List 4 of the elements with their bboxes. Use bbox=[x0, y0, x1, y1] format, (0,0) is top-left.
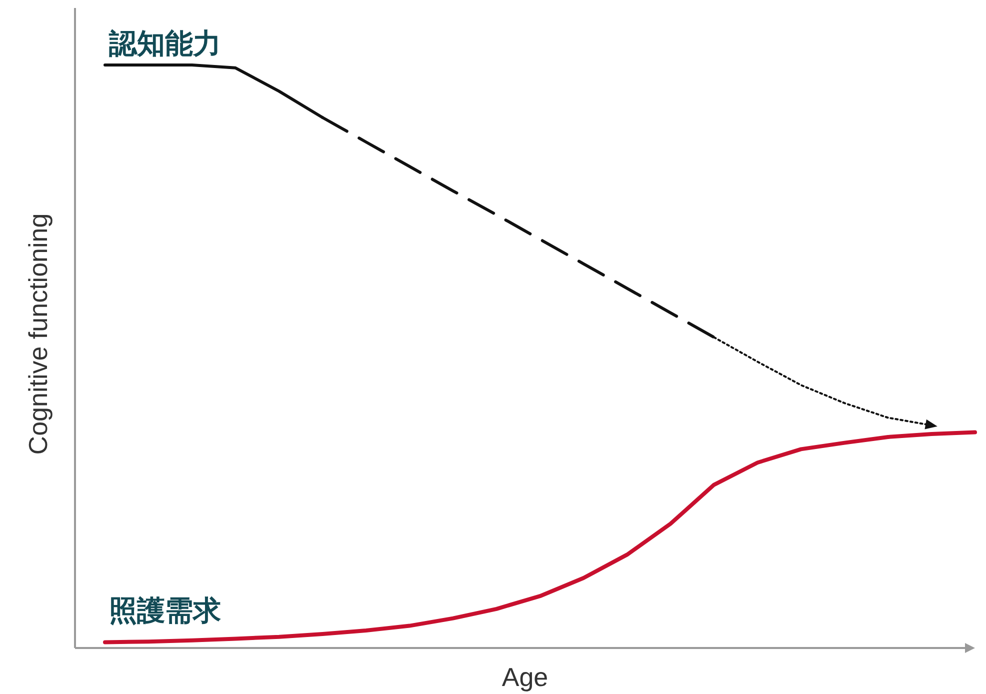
x-axis-title: Age bbox=[502, 662, 548, 692]
series-label: 認知能力 bbox=[108, 28, 221, 59]
series-label: 照護需求 bbox=[109, 595, 221, 626]
y-axis-title: Cognitive functioning bbox=[23, 213, 53, 455]
